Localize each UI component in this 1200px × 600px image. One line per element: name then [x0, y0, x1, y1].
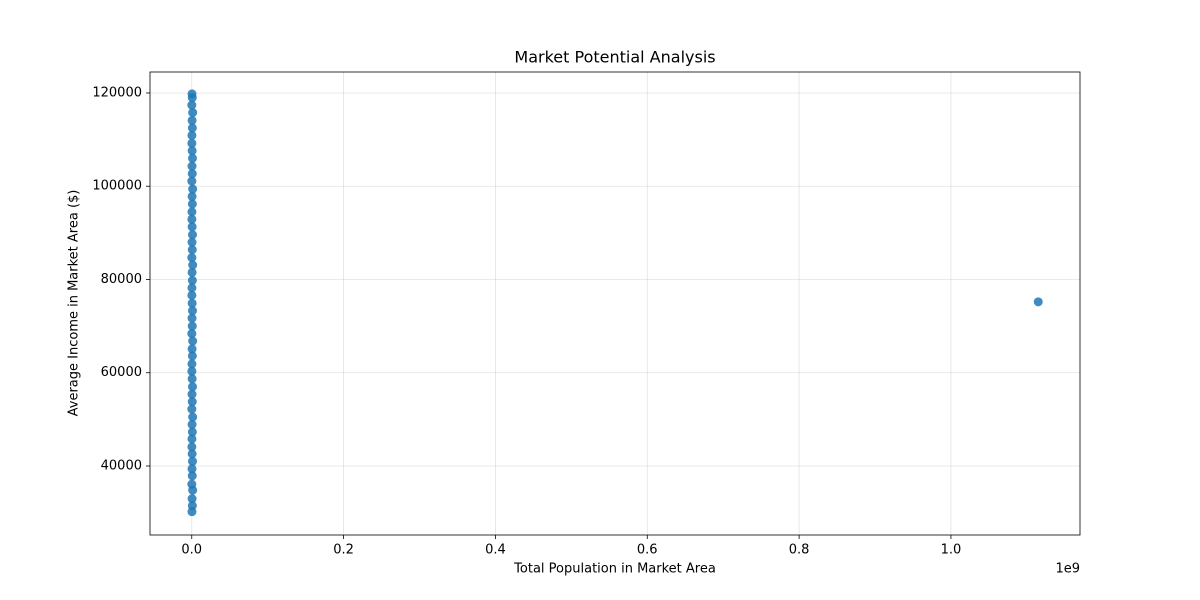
point [187, 153, 197, 163]
point [187, 100, 197, 110]
point [187, 374, 197, 384]
point [187, 230, 197, 240]
y-tick-label: 100000 [92, 179, 142, 194]
point [187, 199, 197, 209]
point [187, 290, 197, 300]
point [187, 89, 197, 99]
point [187, 313, 197, 323]
point [1033, 297, 1043, 307]
point [187, 214, 197, 224]
point [187, 471, 197, 481]
point [188, 184, 198, 194]
x-tick-label: 0.6 [637, 543, 658, 558]
point [187, 359, 197, 369]
point [187, 456, 197, 466]
point [187, 404, 197, 414]
point [187, 123, 197, 133]
point [187, 351, 197, 361]
point [188, 412, 198, 422]
point [187, 329, 197, 339]
point [187, 464, 197, 474]
x-axis-label: Total Population in Market Area [513, 562, 716, 577]
point [187, 442, 197, 452]
point [187, 237, 197, 247]
point [187, 161, 197, 171]
y-tick-label: 60000 [101, 365, 142, 380]
point [187, 115, 197, 125]
x-tick-label: 0.2 [333, 543, 354, 558]
x-tick-label: 1.0 [941, 543, 962, 558]
point [187, 222, 197, 232]
x-tick-label: 0.4 [485, 543, 506, 558]
point [187, 275, 197, 285]
point [187, 207, 197, 217]
point [187, 169, 197, 179]
point [187, 321, 197, 331]
plot-frame [149, 71, 1081, 536]
point [187, 130, 197, 140]
point [187, 253, 197, 263]
point [187, 138, 197, 148]
point [187, 479, 197, 489]
point [187, 449, 197, 459]
x-tick-label: 0.0 [181, 543, 202, 558]
x-tick-label: 0.8 [789, 543, 810, 558]
point [187, 434, 197, 444]
chart-title: Market Potential Analysis [514, 48, 715, 67]
point [187, 427, 197, 437]
point [187, 344, 197, 354]
point [187, 306, 197, 316]
point [187, 397, 197, 407]
point [187, 146, 197, 156]
point [187, 382, 197, 392]
point [188, 260, 198, 270]
point [188, 336, 198, 346]
y-tick-label: 80000 [101, 272, 142, 287]
point [187, 298, 197, 308]
point [187, 245, 197, 255]
y-tick-label: 40000 [101, 458, 142, 473]
point [187, 267, 197, 277]
point [187, 501, 197, 511]
point [187, 283, 197, 293]
point [187, 176, 197, 186]
y-axis-label: Average Income in Market Area ($) [67, 190, 82, 417]
point [187, 494, 197, 504]
x-offset-label: 1e9 [1055, 562, 1080, 577]
point [187, 389, 197, 399]
point [187, 419, 197, 429]
point [187, 191, 197, 201]
point [187, 366, 197, 376]
point [188, 108, 198, 118]
y-tick-label: 120000 [92, 85, 142, 100]
